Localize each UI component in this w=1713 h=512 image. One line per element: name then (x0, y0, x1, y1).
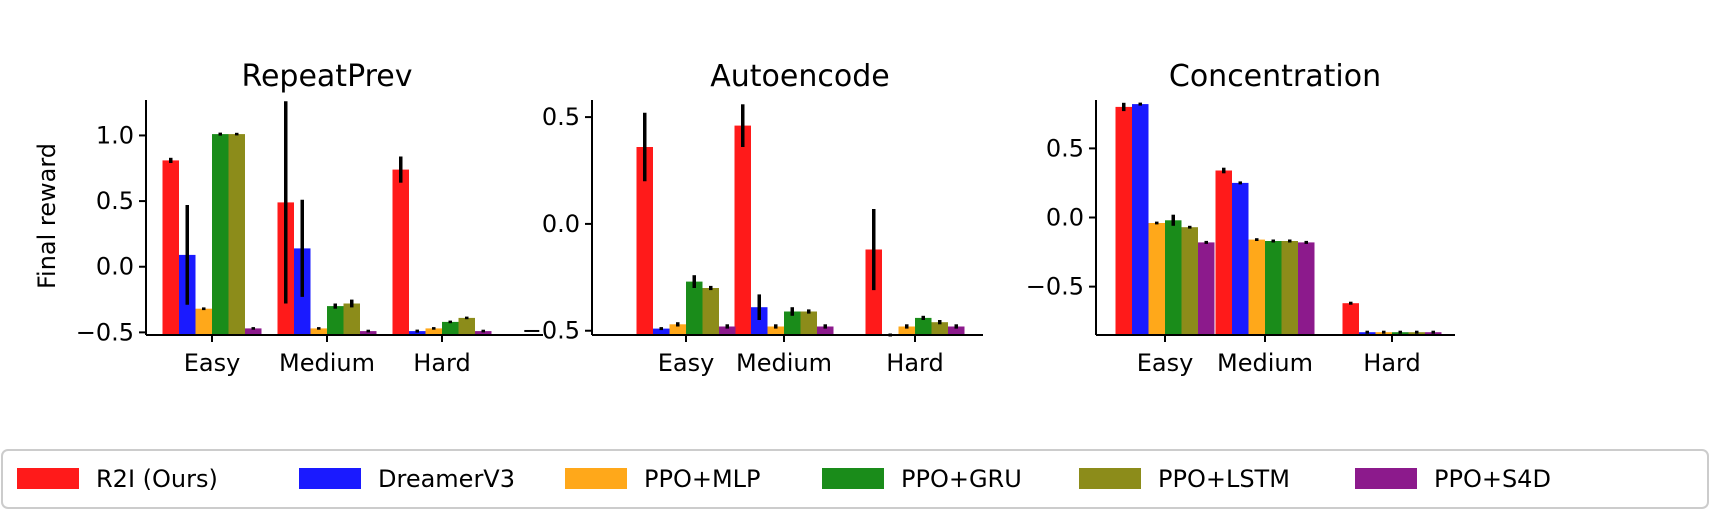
legend-swatch (17, 468, 79, 489)
bar (1148, 223, 1165, 335)
bar (409, 331, 426, 335)
bar (931, 322, 948, 335)
legend-item: PPO+GRU (822, 465, 1022, 493)
bar (719, 326, 736, 335)
bar (1342, 303, 1359, 335)
panel-title: Autoencode (710, 59, 889, 94)
bar (245, 328, 262, 335)
legend-label: PPO+MLP (644, 465, 761, 493)
bar (195, 308, 212, 335)
y-axis-label: Final reward (33, 143, 61, 289)
legend-label: PPO+S4D (1434, 465, 1551, 493)
bar (686, 281, 703, 335)
bar (425, 328, 442, 335)
y-tick-label: 0.5 (542, 103, 580, 131)
y-tick-label: −0.5 (522, 317, 580, 345)
x-tick-label: Medium (1217, 349, 1313, 377)
x-tick-label: Easy (1137, 349, 1194, 377)
y-tick-label: 0.0 (1046, 204, 1084, 232)
legend-label: DreamerV3 (378, 465, 515, 493)
bar (1198, 242, 1215, 335)
legend-label: R2I (Ours) (96, 465, 218, 493)
y-tick-label: 0.0 (542, 210, 580, 238)
legend-swatch (299, 468, 361, 489)
bar (669, 324, 686, 335)
y-tick-label: 0.0 (96, 253, 134, 281)
bar (1132, 104, 1149, 335)
panel-repeatprev: RepeatPrev −0.5 0.0 0.5 1.0 Easy Medium Hard (76, 59, 543, 377)
bar (653, 328, 670, 335)
bar (327, 306, 344, 335)
y-tick-label: 1.0 (96, 121, 134, 149)
x-tick-label: Medium (736, 349, 832, 377)
bar (1248, 239, 1265, 335)
x-tick-label: Easy (184, 349, 241, 377)
bar (1265, 241, 1282, 335)
panel-title: RepeatPrev (241, 59, 412, 94)
bar (767, 326, 784, 335)
bar (1232, 182, 1249, 335)
bar (458, 317, 475, 335)
legend-swatch (1079, 468, 1141, 489)
bar (702, 288, 719, 335)
legend-swatch (822, 468, 884, 489)
legend-label: PPO+GRU (901, 465, 1022, 493)
bar (162, 160, 179, 335)
y-tick-label: 0.5 (1046, 134, 1084, 162)
bar (310, 328, 327, 335)
bar (360, 331, 377, 335)
y-tick-label: 0.5 (96, 187, 134, 215)
bar (1181, 227, 1198, 335)
panel-concentration: Concentration −0.5 0.0 0.5 Easy Medium Hard (1026, 59, 1455, 377)
x-tick-label: Medium (279, 349, 375, 377)
bar (1215, 170, 1232, 335)
bar (865, 249, 882, 335)
x-tick-label: Hard (1363, 349, 1420, 377)
bar (915, 317, 932, 335)
bar (800, 311, 817, 335)
bar (636, 147, 653, 335)
y-tick-label: −0.5 (76, 318, 134, 346)
y-tick-label: −0.5 (1026, 273, 1084, 301)
legend-swatch (1355, 468, 1417, 489)
bar (1298, 242, 1315, 335)
bar (343, 303, 360, 335)
bar (751, 307, 768, 335)
bar (475, 331, 492, 335)
bar (228, 134, 245, 335)
bar (898, 326, 915, 335)
bar (948, 326, 965, 335)
panel-title: Concentration (1169, 59, 1381, 94)
bar (212, 134, 229, 335)
bar (1281, 241, 1298, 335)
legend-label: PPO+LSTM (1158, 465, 1290, 493)
bar (1115, 106, 1132, 336)
legend-item: DreamerV3 (299, 465, 515, 493)
legend-swatch (565, 468, 627, 489)
legend-item: PPO+LSTM (1079, 465, 1290, 493)
bar (1165, 220, 1182, 335)
x-tick-label: Easy (658, 349, 715, 377)
legend: R2I (Ours) DreamerV3 PPO+MLP PPO+GRU PPO+LST… (1, 449, 1709, 509)
bar (442, 321, 459, 335)
bar (817, 326, 834, 335)
bar (784, 311, 801, 335)
legend-item: PPO+S4D (1355, 465, 1551, 493)
x-tick-label: Hard (413, 349, 470, 377)
panel-autoencode: Autoencode −0.5 0.0 0.5 Easy Medium Hard (522, 59, 983, 377)
bar (734, 125, 751, 335)
legend-item: PPO+MLP (565, 465, 761, 493)
x-tick-label: Hard (886, 349, 943, 377)
bar (392, 169, 409, 335)
legend-item: R2I (Ours) (17, 465, 218, 493)
